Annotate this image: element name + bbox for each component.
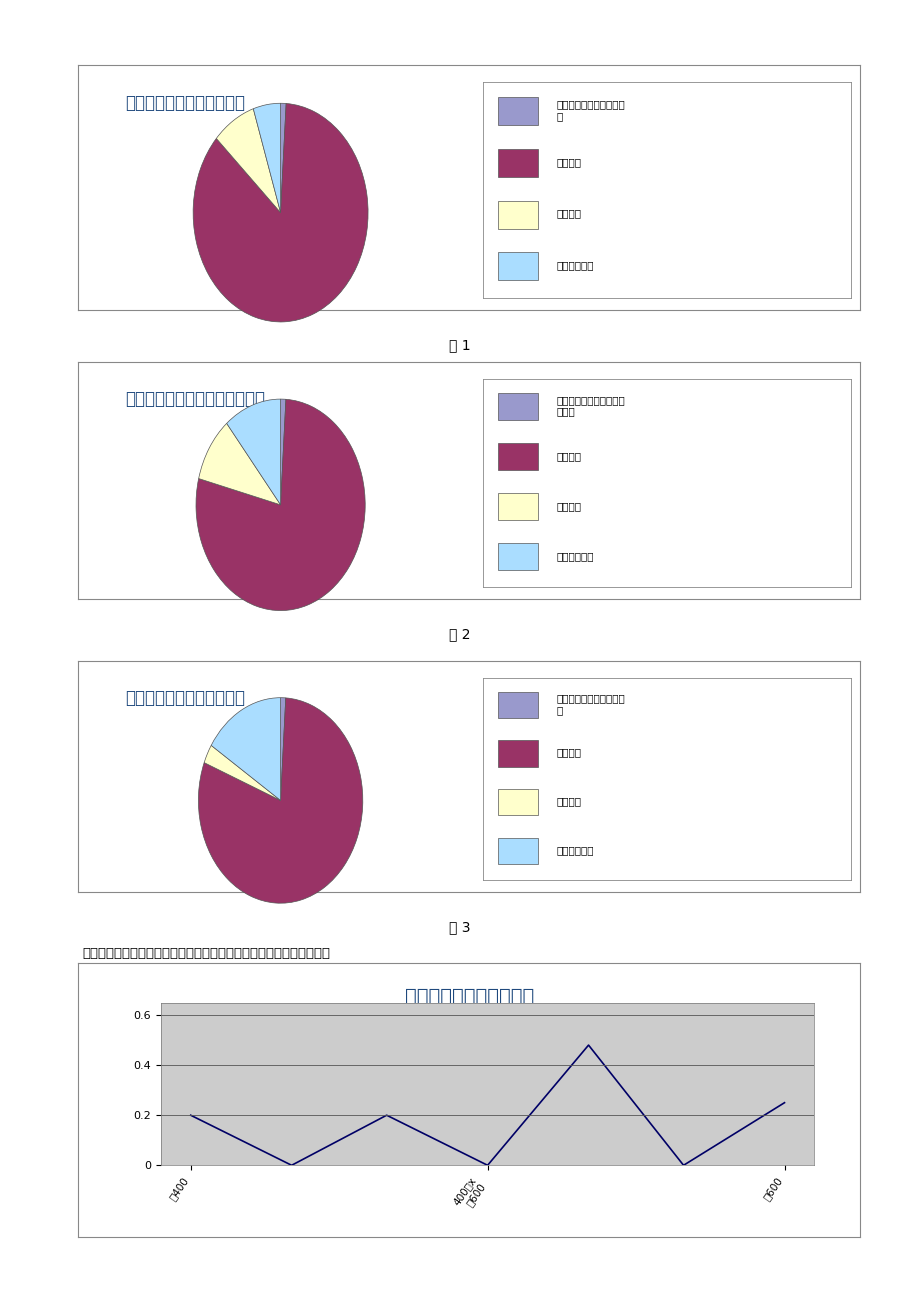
Bar xyxy=(497,789,538,815)
Wedge shape xyxy=(280,698,286,801)
Text: 大一年级学生消费来源情
况: 大一年级学生消费来源情 况 xyxy=(556,99,625,121)
Text: 依靠贷款: 依靠贷款 xyxy=(556,208,581,219)
Text: 图 3: 图 3 xyxy=(448,921,471,934)
Bar xyxy=(497,493,538,521)
Text: 依靠勤工俭学: 依靠勤工俭学 xyxy=(556,551,594,561)
Text: 依靠勤工俭学: 依靠勤工俭学 xyxy=(556,260,594,271)
Text: 大四年级学生消费来源情况: 大四年级学生消费来源情况 xyxy=(125,689,244,707)
Bar xyxy=(497,837,538,865)
Wedge shape xyxy=(196,400,365,611)
Wedge shape xyxy=(211,698,280,801)
Wedge shape xyxy=(253,103,280,212)
Wedge shape xyxy=(280,103,286,212)
Wedge shape xyxy=(199,423,280,505)
Bar xyxy=(497,691,538,719)
Bar xyxy=(497,443,538,470)
Text: 依靠父母: 依靠父母 xyxy=(556,747,581,758)
Wedge shape xyxy=(226,400,280,505)
Text: 依靠贷款: 依靠贷款 xyxy=(556,797,581,806)
Wedge shape xyxy=(216,109,280,212)
Wedge shape xyxy=(199,698,362,904)
Wedge shape xyxy=(280,400,286,505)
Text: 图 1: 图 1 xyxy=(448,339,471,352)
Bar xyxy=(497,98,538,125)
Wedge shape xyxy=(204,745,280,801)
Text: 依靠父母: 依靠父母 xyxy=(556,158,581,167)
Text: 图 2: 图 2 xyxy=(448,628,471,641)
Text: 大二大三年级学生消费来源情况: 大二大三年级学生消费来源情况 xyxy=(125,391,265,409)
Text: 大学生每月生活费线性图: 大学生每月生活费线性图 xyxy=(404,987,533,1005)
Bar xyxy=(497,201,538,229)
Text: 大一年级学生消费来源情况: 大一年级学生消费来源情况 xyxy=(125,95,244,112)
Text: 大四年级学生消费来源情
况: 大四年级学生消费来源情 况 xyxy=(556,693,625,715)
Wedge shape xyxy=(193,103,368,322)
Text: 依靠父母: 依靠父母 xyxy=(556,450,581,461)
Bar xyxy=(497,543,538,570)
Bar xyxy=(497,148,538,177)
Text: 大二大三年级学生消费来
源情况: 大二大三年级学生消费来 源情况 xyxy=(556,395,625,417)
Text: 依靠勤工俭学: 依靠勤工俭学 xyxy=(556,845,594,855)
Text: 每月化妆品消费上的花费情况，根据问卷调查，绘制了一下两个图表：: 每月化妆品消费上的花费情况，根据问卷调查，绘制了一下两个图表： xyxy=(83,947,331,960)
Bar xyxy=(497,393,538,421)
Bar xyxy=(497,741,538,767)
Bar xyxy=(497,253,538,280)
Text: 依靠贷款: 依靠贷款 xyxy=(556,501,581,510)
